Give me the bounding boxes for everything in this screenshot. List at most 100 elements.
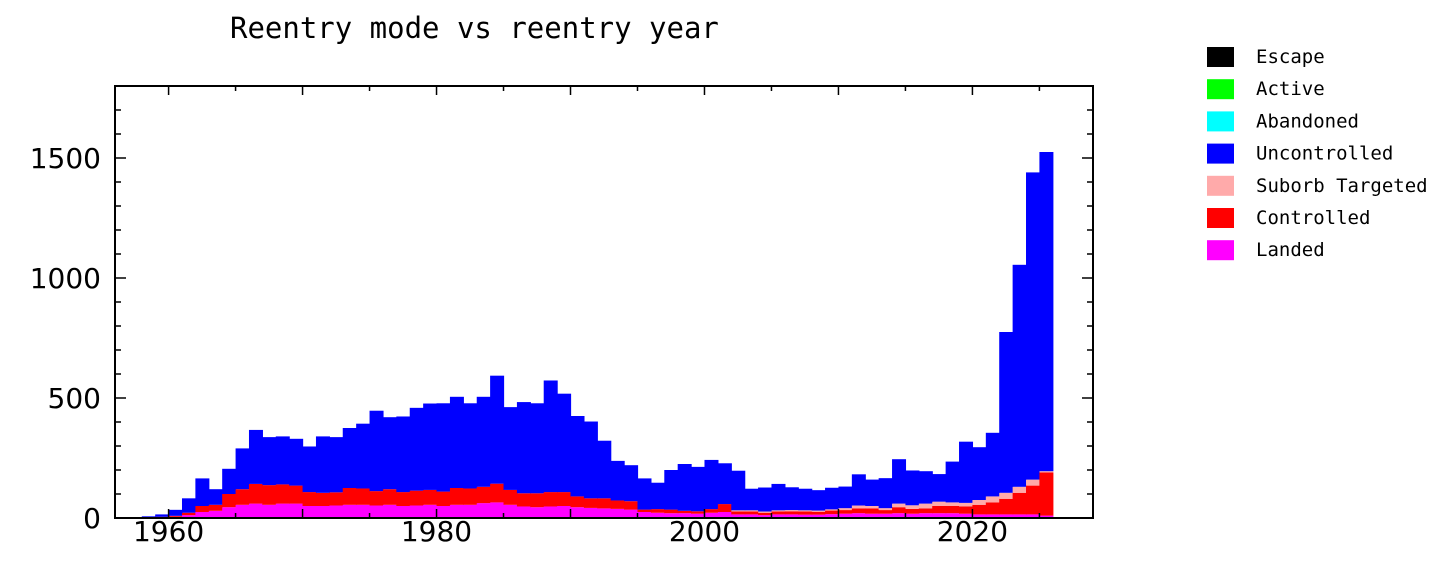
bar-landed-1974	[356, 504, 371, 518]
bar-landed-2024	[1026, 514, 1041, 518]
bar-controlled-2019	[959, 506, 974, 514]
bar-uncontrolled-2001	[717, 463, 732, 505]
bar-suborb-targeted-2002	[731, 510, 746, 512]
bar-uncontrolled-1992	[597, 440, 612, 499]
bar-landed-1969	[289, 503, 304, 518]
bar-controlled-1982	[463, 488, 478, 505]
x-axis-labels: 1960 1980 2000 2020	[133, 515, 1008, 548]
bar-landed-2013	[878, 513, 893, 518]
legend: Escape Active Abandoned Uncontrolled Suborb …	[1207, 46, 1428, 261]
bar-uncontrolled-1986	[516, 402, 531, 494]
bar-landed-1972	[329, 505, 344, 518]
bar-controlled-2014	[892, 507, 907, 514]
bar-landed-1966	[248, 503, 263, 518]
bar-landed-1964	[222, 507, 237, 518]
bar-controlled-2005	[771, 511, 786, 515]
bar-landed-2002	[731, 514, 746, 518]
bar-suborb-targeted-2012	[865, 506, 880, 509]
legend-label-active: Active	[1256, 78, 1325, 100]
bar-landed-2001	[717, 512, 732, 518]
bar-landed-2003	[744, 514, 759, 518]
bar-controlled-1990	[570, 496, 585, 508]
bar-landed-2000	[704, 512, 719, 518]
bar-landed-2010	[838, 513, 853, 518]
bar-controlled-1976	[382, 489, 397, 505]
bar-landed-2006	[784, 514, 799, 518]
bar-controlled-1973	[342, 488, 357, 505]
bar-uncontrolled-1974	[356, 423, 371, 489]
bar-layer	[128, 152, 1054, 518]
bar-suborb-targeted-2011	[851, 505, 866, 509]
bar-controlled-1960	[168, 515, 183, 517]
bar-uncontrolled-2025	[1039, 152, 1054, 472]
y-axis-labels: 0 500 1000 1500	[30, 142, 101, 535]
bar-uncontrolled-1975	[369, 410, 384, 492]
bar-uncontrolled-1996	[650, 482, 665, 510]
bar-landed-2025	[1039, 515, 1054, 518]
bar-suborb-targeted-2014	[892, 503, 907, 508]
bar-landed-1977	[396, 506, 411, 518]
bar-controlled-2022	[999, 498, 1014, 515]
bar-suborb-targeted-2023	[1012, 486, 1027, 493]
bar-uncontrolled-2006	[784, 487, 799, 511]
bar-controlled-2007	[798, 511, 813, 515]
bar-controlled-2017	[932, 506, 947, 514]
bar-landed-1989	[557, 506, 572, 518]
bar-uncontrolled-1962	[195, 478, 210, 506]
bar-uncontrolled-1987	[530, 403, 545, 494]
bar-suborb-targeted-2006	[784, 510, 799, 512]
x-tick-label: 1960	[133, 515, 204, 548]
bar-landed-1980	[436, 506, 451, 518]
bar-controlled-2015	[905, 508, 920, 514]
bar-suborb-targeted-2019	[959, 502, 974, 507]
bar-uncontrolled-1999	[691, 466, 706, 512]
bar-landed-2007	[798, 514, 813, 518]
bar-uncontrolled-1993	[610, 460, 625, 501]
legend-label-abandoned: Abandoned	[1256, 110, 1359, 132]
legend-label-controlled: Controlled	[1256, 207, 1370, 229]
bar-controlled-1974	[356, 488, 371, 505]
bar-controlled-2023	[1012, 492, 1027, 515]
bar-landed-1965	[235, 504, 250, 518]
bar-uncontrolled-1965	[235, 448, 250, 490]
bar-suborb-targeted-2004	[758, 511, 773, 513]
bar-landed-2011	[851, 513, 866, 518]
bar-uncontrolled-1994	[624, 465, 639, 502]
bar-uncontrolled-1984	[490, 375, 505, 484]
bar-controlled-1971	[315, 492, 330, 506]
bar-uncontrolled-1997	[664, 470, 679, 510]
bar-uncontrolled-1980	[436, 403, 451, 492]
legend-swatch-uncontrolled	[1207, 143, 1234, 164]
bar-landed-1967	[262, 504, 277, 518]
bar-controlled-2002	[731, 511, 746, 515]
bar-uncontrolled-1983	[476, 396, 491, 487]
bar-uncontrolled-2005	[771, 483, 786, 511]
bar-controlled-1994	[624, 501, 639, 510]
bar-uncontrolled-2015	[905, 470, 920, 506]
bar-controlled-1984	[490, 483, 505, 503]
bar-suborb-targeted-2018	[945, 502, 960, 506]
bar-controlled-2016	[918, 508, 933, 514]
bar-controlled-2010	[838, 510, 853, 514]
bar-uncontrolled-2002	[731, 470, 746, 511]
bar-controlled-1978	[409, 490, 424, 506]
bar-uncontrolled-1995	[637, 478, 652, 510]
bar-uncontrolled-2019	[959, 441, 974, 503]
bar-controlled-1983	[476, 486, 491, 504]
bar-controlled-1963	[208, 504, 223, 511]
bar-uncontrolled-1991	[583, 421, 598, 499]
bar-suborb-targeted-2005	[771, 510, 786, 512]
bar-landed-2014	[892, 513, 907, 518]
bar-uncontrolled-1968	[275, 436, 290, 485]
bar-controlled-1977	[396, 492, 411, 506]
bar-landed-1987	[530, 507, 545, 518]
legend-swatch-active	[1207, 79, 1234, 100]
bar-landed-1984	[490, 502, 505, 518]
bar-landed-1975	[369, 505, 384, 518]
bar-landed-1999	[691, 513, 706, 518]
bar-landed-2008	[811, 514, 826, 518]
bar-landed-1994	[624, 509, 639, 518]
bar-controlled-1995	[637, 509, 652, 512]
bar-controlled-1988	[543, 492, 558, 507]
